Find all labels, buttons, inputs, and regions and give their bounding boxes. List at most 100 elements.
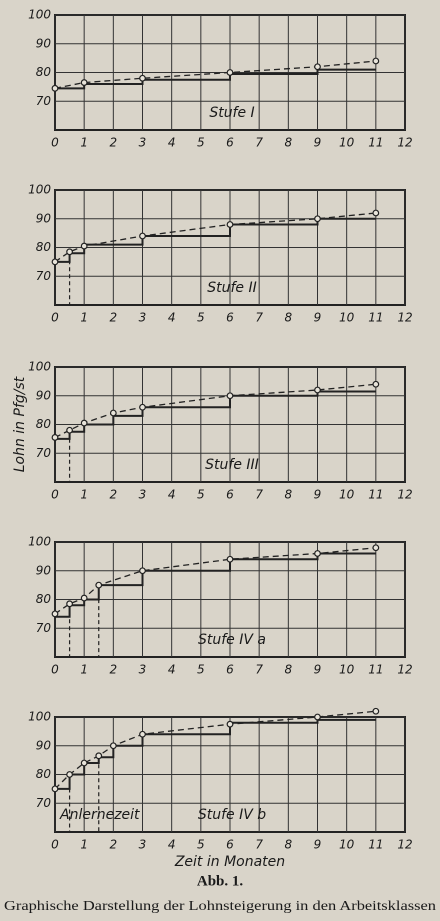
x-tick-label: 2 xyxy=(110,838,118,852)
x-tick-label: 11 xyxy=(368,663,383,677)
point xyxy=(314,550,321,557)
x-tick-label: 6 xyxy=(226,488,234,502)
x-tick-label: 10 xyxy=(339,663,355,677)
x-tick-label: 1 xyxy=(80,663,88,677)
y-tick-label: 70 xyxy=(36,94,52,108)
point xyxy=(226,555,234,563)
point xyxy=(51,434,59,441)
x-tick-label: 1 xyxy=(80,838,88,852)
stage-label: Stufe IV b xyxy=(198,807,266,823)
y-tick-label: 80 xyxy=(36,240,52,254)
x-tick-label: 0 xyxy=(51,488,59,502)
point xyxy=(80,79,88,86)
x-tick-label: 8 xyxy=(285,488,293,502)
x-tick-label: 1 xyxy=(80,488,88,502)
x-tick-label: 5 xyxy=(197,311,205,325)
trend-curve xyxy=(54,383,376,439)
x-tick-label: 4 xyxy=(168,136,176,150)
y-tick-label: 100 xyxy=(28,535,51,549)
point xyxy=(372,380,380,388)
x-tick-label: 3 xyxy=(139,838,147,852)
y-tick-label: 70 xyxy=(36,446,52,460)
x-tick-label: 12 xyxy=(397,663,412,677)
point xyxy=(95,581,103,589)
x-tick-label: 0 xyxy=(51,136,59,150)
x-tick-label: 2 xyxy=(110,488,118,502)
x-tick-label: 5 xyxy=(197,136,205,150)
point xyxy=(314,713,321,721)
x-tick-label: 9 xyxy=(314,663,322,677)
annotation: Anlernezeit xyxy=(59,807,140,823)
point xyxy=(139,730,146,738)
y-axis-label: Lohn in Pfg/st xyxy=(12,376,28,472)
x-tick-label: 7 xyxy=(255,136,263,150)
point xyxy=(139,403,146,411)
point xyxy=(51,785,59,793)
trend-curve xyxy=(54,547,376,615)
step-line xyxy=(55,718,376,790)
x-tick-label: 6 xyxy=(226,838,234,852)
x-tick-label: 8 xyxy=(285,311,293,325)
x-tick-label: 0 xyxy=(51,838,59,852)
point xyxy=(80,759,88,767)
point xyxy=(226,392,234,400)
x-tick-label: 5 xyxy=(197,488,205,502)
stage-label: Stufe I xyxy=(209,105,254,121)
point xyxy=(51,84,59,92)
x-tick-label: 9 xyxy=(314,136,322,150)
point xyxy=(95,752,103,760)
point xyxy=(139,74,146,82)
point xyxy=(314,63,321,71)
point xyxy=(109,742,117,750)
x-tick-label: 8 xyxy=(285,136,293,150)
x-tick-label: 0 xyxy=(51,663,59,677)
x-tick-label: 7 xyxy=(255,663,263,677)
stage-label: Stufe IV a xyxy=(198,632,266,648)
x-tick-label: 7 xyxy=(255,838,263,852)
y-tick-label: 70 xyxy=(36,796,52,810)
x-tick-label: 3 xyxy=(139,663,147,677)
x-tick-label: 4 xyxy=(168,663,176,677)
stage-label: Stufe III xyxy=(205,457,259,473)
point xyxy=(372,57,380,65)
step-line xyxy=(55,390,376,440)
x-tick-label: 12 xyxy=(397,311,412,325)
x-tick-label: 5 xyxy=(197,838,205,852)
point xyxy=(226,221,234,228)
x-tick-label: 10 xyxy=(339,488,355,502)
x-tick-label: 1 xyxy=(80,311,88,325)
y-tick-label: 100 xyxy=(28,183,51,197)
step-line xyxy=(55,552,376,618)
y-tick-label: 90 xyxy=(36,563,52,577)
point xyxy=(226,69,234,76)
point xyxy=(372,544,380,552)
trend-curve xyxy=(54,212,376,263)
x-tick-label: 6 xyxy=(226,663,234,677)
point xyxy=(66,248,73,256)
point xyxy=(226,720,234,728)
x-tick-label: 2 xyxy=(110,136,118,150)
x-tick-label: 8 xyxy=(285,838,293,852)
x-tick-label: 12 xyxy=(397,838,412,852)
x-tick-label: 0 xyxy=(51,311,59,325)
x-tick-label: 11 xyxy=(368,838,383,852)
x-tick-label: 4 xyxy=(168,311,176,325)
y-tick-label: 80 xyxy=(36,417,52,431)
y-tick-label: 90 xyxy=(36,211,52,225)
x-tick-label: 3 xyxy=(139,311,147,325)
point xyxy=(66,600,73,608)
point xyxy=(80,242,88,250)
x-tick-label: 2 xyxy=(110,663,118,677)
x-tick-label: 3 xyxy=(139,488,147,502)
y-tick-label: 80 xyxy=(36,65,52,79)
y-tick-label: 70 xyxy=(36,621,52,635)
point xyxy=(139,232,146,240)
point xyxy=(66,426,73,434)
point xyxy=(372,707,380,715)
point xyxy=(80,419,88,427)
x-tick-label: 6 xyxy=(226,136,234,150)
point xyxy=(80,594,88,602)
y-tick-label: 80 xyxy=(36,767,52,781)
